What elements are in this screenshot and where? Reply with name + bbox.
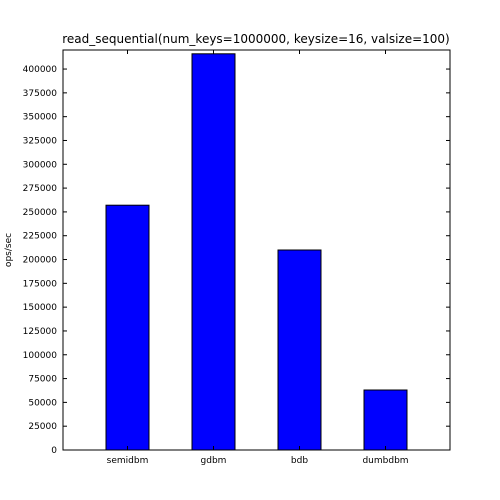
x-tick-label: bdb (291, 456, 308, 466)
y-tick-label: 300000 (23, 160, 58, 170)
y-tick-label: 150000 (23, 303, 58, 313)
x-tick-label: semidbm (107, 456, 149, 466)
y-tick-label: 75000 (28, 375, 57, 385)
y-tick-label: 225000 (23, 232, 58, 242)
y-tick-label: 125000 (23, 327, 58, 337)
bar-bdb (277, 249, 322, 451)
y-tick-label: 50000 (28, 398, 57, 408)
y-tick-label: 400000 (23, 65, 58, 75)
y-tick-label: 100000 (23, 351, 58, 361)
x-tick-label: dumbdbm (362, 456, 408, 466)
y-tick-label: 175000 (23, 279, 58, 289)
y-tick-label: 250000 (23, 208, 58, 218)
y-tick-label: 325000 (23, 136, 58, 146)
chart-title: read_sequential(num_keys=1000000, keysiz… (62, 32, 450, 46)
y-tick-label: 25000 (28, 422, 57, 432)
plot-frame (62, 49, 451, 451)
y-tick-label: 200000 (23, 256, 58, 266)
y-tick-label: 275000 (23, 184, 58, 194)
y-tick-label: 350000 (23, 113, 58, 123)
bar-gdbm (191, 53, 236, 451)
bar-semidbm (105, 204, 150, 451)
bar-dumbdbm (363, 389, 408, 451)
y-axis-label: ops/sec (4, 233, 14, 267)
y-tick-label: 375000 (23, 89, 58, 99)
y-tick-label: 0 (51, 446, 57, 456)
x-tick-label: gdbm (201, 456, 227, 466)
